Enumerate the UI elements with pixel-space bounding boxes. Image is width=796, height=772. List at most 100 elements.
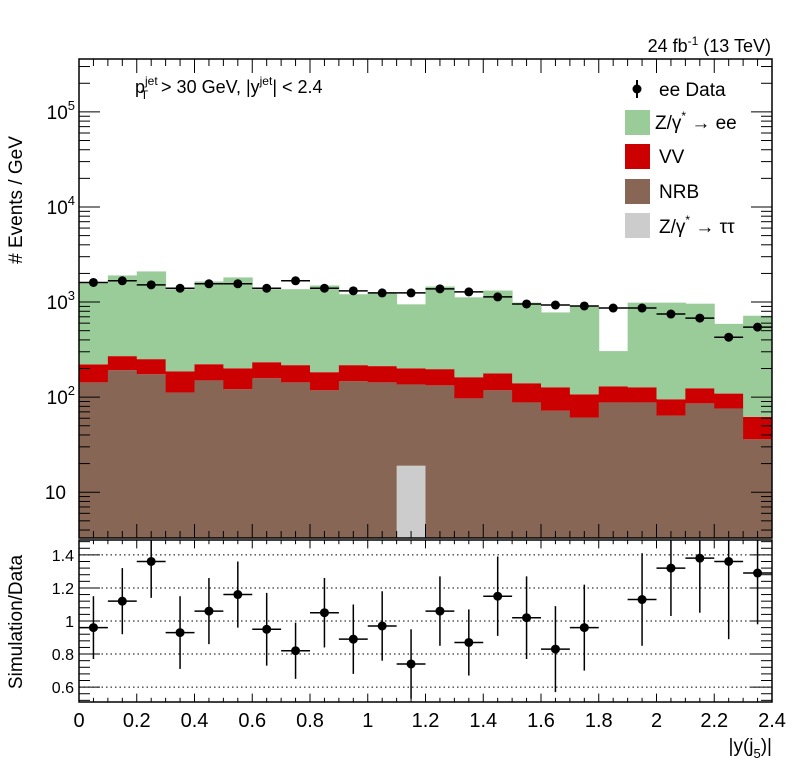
ratio-marker — [464, 637, 474, 647]
data-marker — [319, 283, 329, 293]
x-tick-label: 2.4 — [758, 710, 786, 732]
legend-label-vv: VV — [659, 147, 685, 168]
x-tick-label: 2.2 — [700, 710, 728, 732]
legend-item-nrb: NRB — [625, 179, 699, 204]
bar-zee — [541, 312, 571, 388]
y-tick-label: 105 — [47, 98, 75, 124]
data-point — [396, 288, 426, 298]
bar-zee — [454, 297, 484, 378]
ratio-marker — [666, 563, 676, 573]
data-marker — [579, 301, 589, 311]
x-axis-title: |y(j5)| — [729, 736, 772, 761]
data-marker — [608, 303, 618, 313]
legend-label-zee: Z/γ* → ee — [655, 109, 737, 134]
data-point — [598, 303, 628, 313]
data-point — [454, 287, 484, 297]
bar-vv — [79, 364, 109, 383]
ratio-point — [107, 568, 137, 635]
legend-swatch-vv — [625, 144, 650, 169]
bar-vv — [454, 377, 484, 399]
data-point — [194, 279, 224, 289]
bar-zee — [367, 293, 398, 367]
bar-zee — [165, 289, 195, 372]
y-tick-base: 10 — [47, 103, 68, 124]
bar-vv — [569, 394, 600, 418]
data-point — [512, 299, 541, 309]
bar-vv — [194, 364, 224, 381]
ratio-y-tick-label: 0.8 — [52, 647, 74, 664]
bar-zee — [598, 351, 629, 387]
cut-annotation: pjet T > 30 GeV, |yjet| < 2.4 — [135, 74, 323, 102]
x-tick-label: 0.8 — [296, 710, 324, 732]
data-point — [107, 276, 137, 286]
data-marker — [666, 309, 676, 319]
x-tick-label: 0.4 — [181, 710, 209, 732]
x-tick-label: 0 — [73, 710, 84, 732]
ratio-marker — [88, 623, 98, 633]
bar-vv — [714, 393, 744, 409]
y-tick-base: 10 — [47, 388, 68, 409]
legend-item-zee: Z/γ* → ee — [625, 109, 737, 135]
ratio-y-tick-label: 1 — [65, 614, 74, 631]
ratio-point — [165, 596, 195, 669]
legend-swatch-nrb — [625, 179, 650, 204]
ratio-point — [252, 592, 282, 666]
data-marker — [262, 283, 272, 293]
bar-zee — [107, 275, 138, 357]
bar-vv — [136, 359, 167, 375]
x-tick-label: 1.6 — [527, 710, 555, 732]
bar-vv — [598, 386, 629, 403]
data-points — [79, 276, 772, 342]
x-tick-label: 0.6 — [238, 710, 266, 732]
data-marker — [291, 276, 301, 286]
data-marker — [435, 284, 445, 294]
bar-zee — [223, 277, 253, 369]
bar-vv — [367, 366, 398, 383]
bar-zee — [79, 283, 109, 365]
bar-vv — [627, 387, 657, 403]
bar-nrb — [165, 392, 195, 538]
legend-item-vv: VV — [625, 144, 685, 169]
bar-zee — [425, 286, 455, 370]
bar-vv — [656, 399, 686, 416]
legend-label-data: ee Data — [659, 80, 726, 101]
bar-nrb — [367, 382, 398, 538]
ratio-marker — [695, 553, 705, 563]
bar-zee — [338, 294, 369, 366]
x-tick-label: 2 — [651, 710, 662, 732]
bar-zee — [569, 305, 600, 395]
ratio-y-axis-title: Simulation/Data — [6, 555, 27, 690]
data-point — [483, 292, 513, 302]
data-point — [714, 332, 744, 342]
x-tick-label: 1 — [362, 710, 373, 732]
ratio-marker — [724, 556, 734, 566]
bar-nrb — [310, 390, 340, 538]
data-point — [627, 303, 657, 313]
bar-vv — [165, 371, 195, 393]
ratio-point — [454, 609, 484, 676]
bar-vv — [223, 368, 253, 390]
ratio-point — [714, 540, 744, 640]
bar-nrb — [569, 417, 600, 538]
bar-vv — [396, 368, 426, 385]
y-tick-label: 103 — [47, 288, 75, 314]
x-tick-label: 0.2 — [123, 710, 151, 732]
bar-zee — [743, 315, 773, 417]
ratio-marker — [550, 644, 560, 654]
data-point — [136, 280, 166, 290]
ratio-marker — [146, 556, 156, 566]
ratio-point — [367, 591, 397, 661]
data-marker — [117, 276, 127, 286]
bar-vv — [483, 373, 513, 391]
bar-zee — [483, 290, 513, 374]
y-tick-base: 10 — [47, 198, 68, 219]
data-marker — [550, 300, 560, 310]
data-marker — [377, 288, 387, 298]
bar-zee — [194, 281, 224, 365]
y-tick-exponent: 3 — [68, 288, 75, 303]
legend-item-tautau: Z/γ* → ττ — [625, 213, 735, 238]
ratio-y-tick-label: 1.2 — [52, 581, 74, 598]
bar-nrb — [627, 402, 657, 538]
bar-nrb — [396, 384, 426, 466]
bar-zee — [252, 289, 282, 363]
